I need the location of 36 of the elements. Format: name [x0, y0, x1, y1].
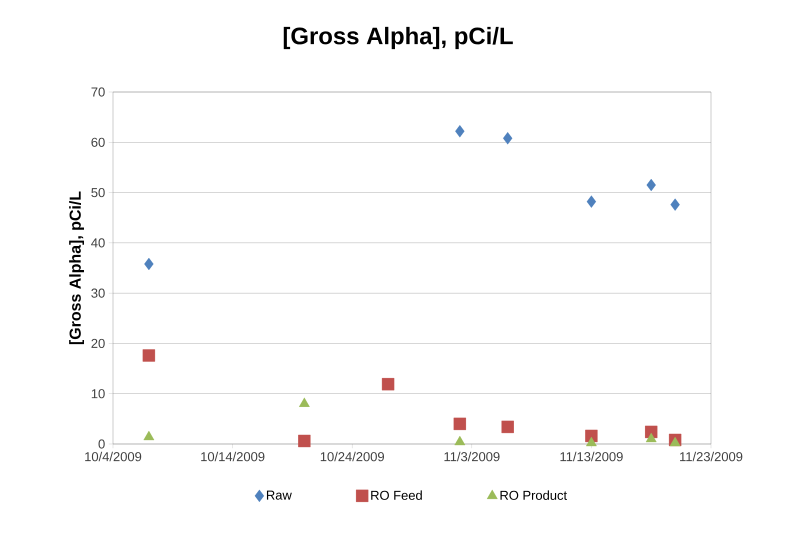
x-tick-label: 10/14/2009 [201, 452, 264, 462]
y-tick-label: 50 [91, 188, 105, 198]
x-tick-label: 11/23/2009 [680, 452, 742, 462]
y-tick-label: 10 [92, 389, 105, 398]
point [454, 436, 466, 446]
legend-label: RO Product [500, 490, 567, 500]
chart-title: [Gross Alpha], pCi/L [284, 26, 513, 50]
x-tick-label: 11/13/2009 [560, 452, 623, 462]
y-tick-label: 70 [91, 87, 105, 97]
y-tick-label: 0 [98, 439, 105, 449]
y-tick-label: 20 [91, 338, 105, 348]
y-axis-title: [Gross Alpha], pCi/L [69, 191, 84, 344]
point [382, 378, 394, 390]
y-tick-label: 40 [91, 238, 105, 248]
point [142, 349, 156, 362]
point [670, 436, 681, 446]
point [586, 436, 597, 446]
y-tick-label: 30 [91, 288, 105, 298]
point [670, 198, 680, 211]
x-tick-label: 10/4/2009 [85, 452, 142, 462]
point [502, 132, 512, 144]
point [501, 420, 514, 434]
point [646, 178, 656, 192]
point [455, 125, 465, 138]
y-tick-label: 60 [91, 138, 105, 147]
point [298, 398, 310, 407]
legend-label: RO Feed [371, 490, 422, 500]
point [298, 434, 311, 448]
point [586, 195, 596, 208]
point [143, 430, 154, 440]
point [144, 258, 154, 270]
x-tick-label: 11/3/2009 [444, 452, 500, 462]
point [646, 432, 657, 442]
legend-label: Raw [266, 490, 292, 500]
x-tick-label: 10/24/2009 [320, 452, 384, 462]
point [454, 418, 466, 430]
